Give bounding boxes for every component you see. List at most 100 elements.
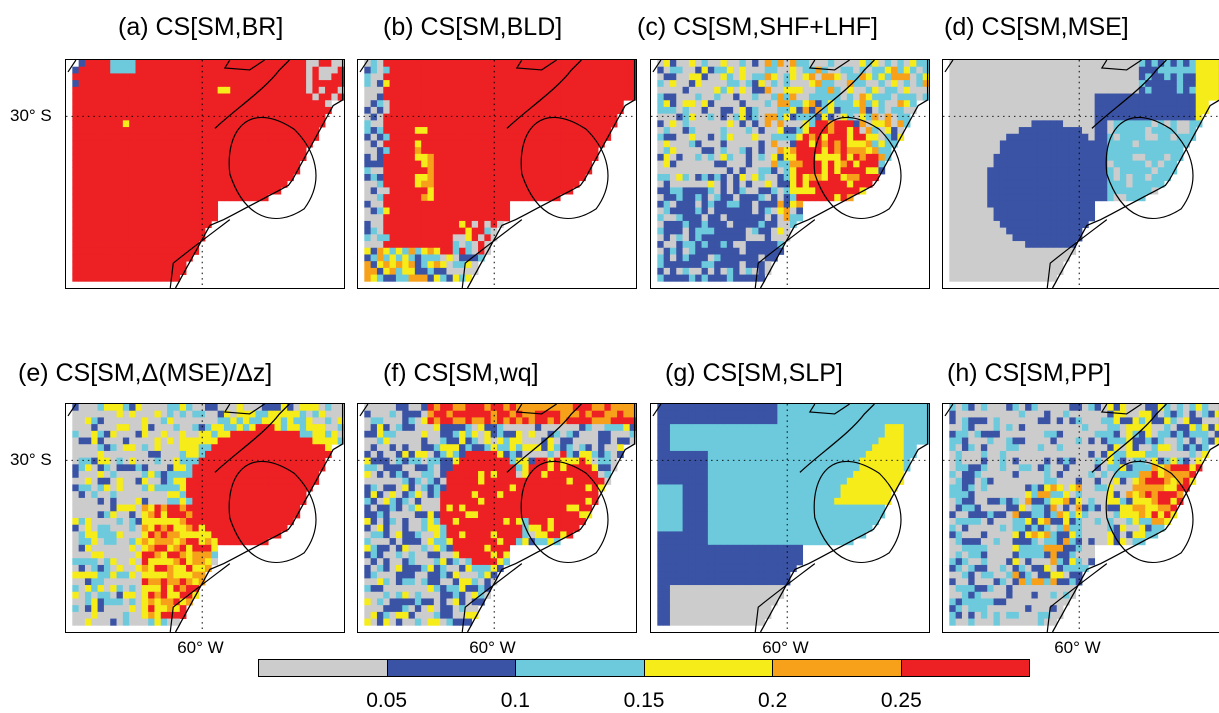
- grid-cell: [199, 484, 206, 491]
- grid-cell: [987, 87, 994, 94]
- grid-cell: [1152, 161, 1159, 168]
- grid-cell: [815, 147, 822, 154]
- grid-cell: [293, 471, 300, 478]
- grid-cell: [218, 458, 225, 465]
- grid-cell: [123, 67, 130, 74]
- grid-cell: [192, 411, 199, 418]
- grid-cell: [72, 67, 79, 74]
- grid-cell: [440, 134, 447, 141]
- grid-cell: [364, 100, 371, 107]
- grid-cell: [275, 424, 282, 431]
- grid-cell: [72, 120, 79, 127]
- grid-cell: [85, 424, 92, 431]
- grid-cell: [1082, 127, 1089, 134]
- grid-cell: [390, 127, 397, 134]
- grid-cell: [459, 254, 466, 261]
- grid-cell: [465, 167, 472, 174]
- grid-cell: [981, 194, 988, 201]
- grid-cell: [1152, 140, 1159, 147]
- grid-cell: [453, 140, 460, 147]
- grid-cell: [478, 120, 485, 127]
- grid-cell: [91, 73, 98, 80]
- grid-cell: [117, 73, 124, 80]
- grid-cell: [727, 208, 734, 215]
- grid-cell: [415, 241, 422, 248]
- grid-cell: [186, 161, 193, 168]
- grid-cell: [1013, 228, 1020, 235]
- grid-cell: [1202, 94, 1209, 101]
- grid-cell: [554, 147, 561, 154]
- grid-cell: [510, 140, 517, 147]
- grid-cell: [975, 100, 982, 107]
- map-panel-b: [357, 59, 637, 289]
- grid-cell: [287, 498, 294, 505]
- grid-cell: [897, 87, 904, 94]
- grid-cell: [1215, 60, 1219, 67]
- grid-cell: [949, 147, 956, 154]
- grid-cell: [383, 73, 390, 80]
- grid-cell: [1145, 140, 1152, 147]
- grid-cell: [695, 140, 702, 147]
- grid-cell: [529, 73, 536, 80]
- grid-cell: [186, 208, 193, 215]
- grid-cell: [1000, 87, 1007, 94]
- grid-cell: [548, 100, 555, 107]
- grid-cell: [186, 67, 193, 74]
- grid-cell: [1025, 94, 1032, 101]
- grid-cell: [611, 100, 618, 107]
- grid-cell: [962, 181, 969, 188]
- grid-cell: [262, 511, 269, 518]
- grid-cell: [567, 167, 574, 174]
- grid-cell: [396, 167, 403, 174]
- grid-cell: [949, 140, 956, 147]
- grid-cell: [733, 161, 740, 168]
- grid-cell: [585, 80, 592, 87]
- grid-cell: [409, 221, 416, 228]
- grid-cell: [695, 100, 702, 107]
- grid-cell: [1158, 140, 1165, 147]
- grid-cell: [129, 261, 136, 268]
- grid-cell: [117, 80, 124, 87]
- grid-cell: [956, 248, 963, 255]
- grid-cell: [891, 127, 898, 134]
- grid-cell: [478, 80, 485, 87]
- grid-cell: [1019, 275, 1026, 282]
- grid-cell: [949, 187, 956, 194]
- grid-cell: [186, 228, 193, 235]
- grid-cell: [676, 107, 683, 114]
- grid-cell: [192, 134, 199, 141]
- grid-cell: [981, 140, 988, 147]
- grid-cell: [465, 194, 472, 201]
- grid-cell: [1164, 100, 1171, 107]
- grid-cell: [702, 181, 709, 188]
- grid-cell: [218, 154, 225, 161]
- grid-cell: [415, 147, 422, 154]
- grid-cell: [293, 458, 300, 465]
- grid-cell: [1177, 107, 1184, 114]
- grid-cell: [421, 134, 428, 141]
- grid-cell: [1019, 234, 1026, 241]
- grid-cell: [402, 127, 409, 134]
- grid-cell: [98, 241, 105, 248]
- grid-cell: [154, 417, 161, 424]
- grid-cell: [676, 248, 683, 255]
- grid-cell: [85, 174, 92, 181]
- grid-cell: [72, 268, 79, 275]
- grid-cell: [117, 464, 124, 471]
- grid-cell: [847, 73, 854, 80]
- grid-cell: [866, 147, 873, 154]
- grid-cell: [695, 60, 702, 67]
- grid-cell: [1063, 167, 1070, 174]
- grid-cell: [440, 100, 447, 107]
- grid-cell: [256, 154, 263, 161]
- grid-cell: [695, 87, 702, 94]
- grid-cell: [689, 154, 696, 161]
- grid-cell: [777, 114, 784, 121]
- grid-cell: [117, 94, 124, 101]
- grid-cell: [319, 411, 326, 418]
- grid-cell: [1164, 80, 1171, 87]
- grid-cell: [1044, 73, 1051, 80]
- grid-cell: [1044, 67, 1051, 74]
- grid-cell: [949, 194, 956, 201]
- panel-title-c: (c) CS[SM,SHF+LHF]: [637, 15, 878, 40]
